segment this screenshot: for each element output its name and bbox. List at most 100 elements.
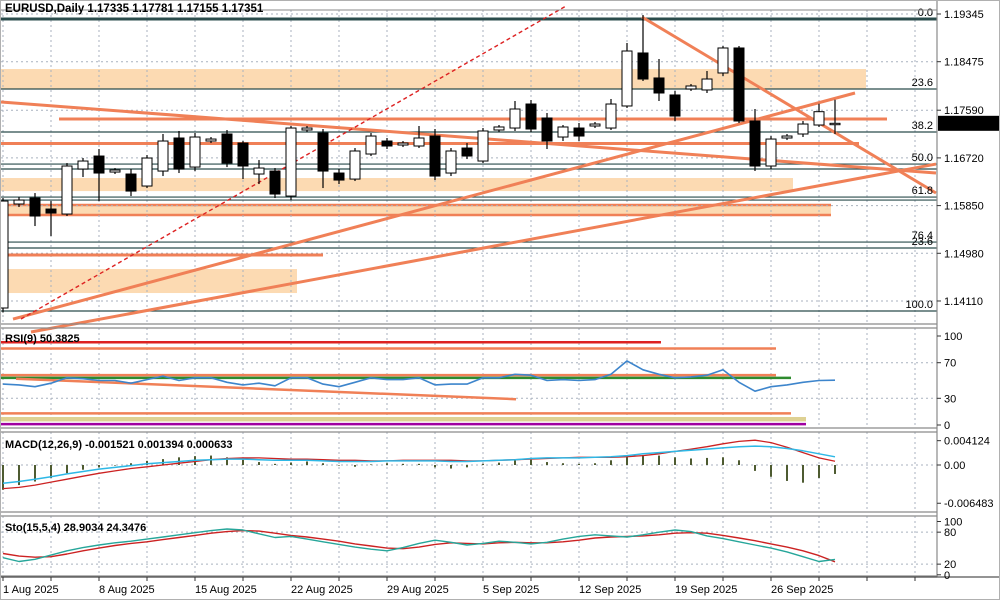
candle[interactable] xyxy=(109,169,121,173)
price-zone xyxy=(1,69,866,89)
candle[interactable] xyxy=(653,77,665,94)
candle[interactable] xyxy=(717,47,729,74)
date-label: 1 Aug 2025 xyxy=(3,584,59,596)
macd-axis-label: 0.00 xyxy=(944,460,965,472)
fibonacci-levels[interactable] xyxy=(1,17,937,312)
macd-axis-label: -0.006483 xyxy=(944,498,994,510)
candle[interactable] xyxy=(637,52,649,80)
candle[interactable] xyxy=(253,167,265,175)
candle[interactable] xyxy=(125,173,137,192)
rsi-panel[interactable] xyxy=(1,340,836,426)
candle[interactable] xyxy=(525,103,537,130)
price-label: 1.14980 xyxy=(944,248,984,260)
candle[interactable] xyxy=(749,120,761,167)
date-label: 8 Aug 2025 xyxy=(99,584,155,596)
fibonacci-label: 38.2 xyxy=(912,120,933,132)
date-label: 29 Aug 2025 xyxy=(387,584,449,596)
candle[interactable] xyxy=(621,50,633,107)
chart-title: EURUSD,Daily 1.17335 1.17781 1.17155 1.1… xyxy=(5,3,264,15)
trendline xyxy=(1,100,937,175)
candle[interactable] xyxy=(93,155,105,174)
fibonacci-label: 100.0 xyxy=(905,299,933,311)
candle[interactable] xyxy=(221,133,233,164)
candle[interactable] xyxy=(493,126,505,131)
fibonacci-label: 61.8 xyxy=(912,185,933,197)
candle[interactable] xyxy=(509,108,521,129)
candle[interactable] xyxy=(13,199,25,205)
candle[interactable] xyxy=(733,47,745,122)
candle[interactable] xyxy=(1,200,9,309)
sto-k-line xyxy=(2,528,836,563)
candle[interactable] xyxy=(61,165,73,215)
candle[interactable] xyxy=(797,123,809,135)
candle[interactable] xyxy=(765,138,777,167)
macd-axis-label: 0.004124 xyxy=(944,436,990,448)
trendline xyxy=(641,15,937,195)
rsi-indicator-label: RSI(9) 50.3825 xyxy=(5,333,80,345)
candle[interactable] xyxy=(701,78,713,91)
candle[interactable] xyxy=(557,126,569,138)
candle[interactable] xyxy=(173,137,185,170)
candle[interactable] xyxy=(829,122,841,126)
candle[interactable] xyxy=(541,117,553,142)
candle[interactable] xyxy=(45,208,57,214)
candle[interactable] xyxy=(365,135,377,155)
fibonacci-label: 76.4 xyxy=(912,230,933,242)
current-price-label: 1.17351 xyxy=(943,118,983,130)
candle[interactable] xyxy=(573,127,585,137)
date-label: 5 Sep 2025 xyxy=(483,584,539,596)
candle[interactable] xyxy=(157,140,169,172)
candle[interactable] xyxy=(381,140,393,147)
candle[interactable] xyxy=(301,127,313,131)
candle[interactable] xyxy=(685,85,697,90)
candle[interactable] xyxy=(781,135,793,139)
candle[interactable] xyxy=(605,103,617,129)
date-label: 22 Aug 2025 xyxy=(291,584,353,596)
candle[interactable] xyxy=(189,136,201,168)
rsi-trendline xyxy=(15,377,517,401)
rsi-band xyxy=(1,416,806,422)
sto-axis-label: 80 xyxy=(944,527,956,539)
price-zone xyxy=(1,178,793,192)
candle[interactable] xyxy=(29,197,41,217)
candle[interactable] xyxy=(285,127,297,197)
rsi-axis-label: 100 xyxy=(944,331,962,343)
candle[interactable] xyxy=(237,142,249,167)
rsi-axis-label: 30 xyxy=(944,393,956,405)
panel-borders xyxy=(1,1,999,578)
macd-main-line xyxy=(2,445,836,485)
current-price-tag xyxy=(938,115,999,131)
price-label: 1.16720 xyxy=(944,153,984,165)
candle[interactable] xyxy=(589,123,601,127)
candle[interactable] xyxy=(461,147,473,157)
time-axis[interactable]: 1 Aug 2025 8 Aug 2025 15 Aug 2025 22 Aug 20… xyxy=(2,577,916,596)
candle[interactable] xyxy=(445,150,457,174)
candle[interactable] xyxy=(397,142,409,146)
candle[interactable] xyxy=(205,138,217,142)
candle[interactable] xyxy=(269,170,281,195)
candle[interactable] xyxy=(349,150,361,180)
sto-axis-label: 20 xyxy=(944,559,956,571)
date-label: 15 Aug 2025 xyxy=(195,584,257,596)
candle[interactable] xyxy=(141,157,153,187)
macd-indicator-label: MACD(12,26,9) -0.001521 0.001394 0.00063… xyxy=(5,439,233,451)
candle[interactable] xyxy=(813,111,825,126)
candle[interactable] xyxy=(429,135,441,177)
candle[interactable] xyxy=(77,160,89,170)
candle[interactable] xyxy=(669,94,681,117)
candle[interactable] xyxy=(477,130,489,162)
date-label: 12 Sep 2025 xyxy=(579,584,641,596)
stochastic-panel[interactable] xyxy=(2,528,836,563)
sto-d-line xyxy=(2,529,836,563)
fibonacci-label: 50.0 xyxy=(912,152,933,164)
candle[interactable] xyxy=(317,132,329,172)
candle[interactable] xyxy=(333,172,345,181)
rsi-axis-label: 70 xyxy=(944,358,956,370)
price-axis[interactable]: 1.19345 1.18475 1.17590 1.16720 1.15850 1.149… xyxy=(937,9,1000,582)
stochastic-indicator-label: Sto(15,5,4) 28.9034 24.3476 xyxy=(5,522,146,534)
candle[interactable] xyxy=(413,137,425,147)
price-label: 1.18475 xyxy=(944,57,984,69)
candlestick-series[interactable] xyxy=(1,14,841,313)
macd-panel[interactable] xyxy=(2,439,836,490)
